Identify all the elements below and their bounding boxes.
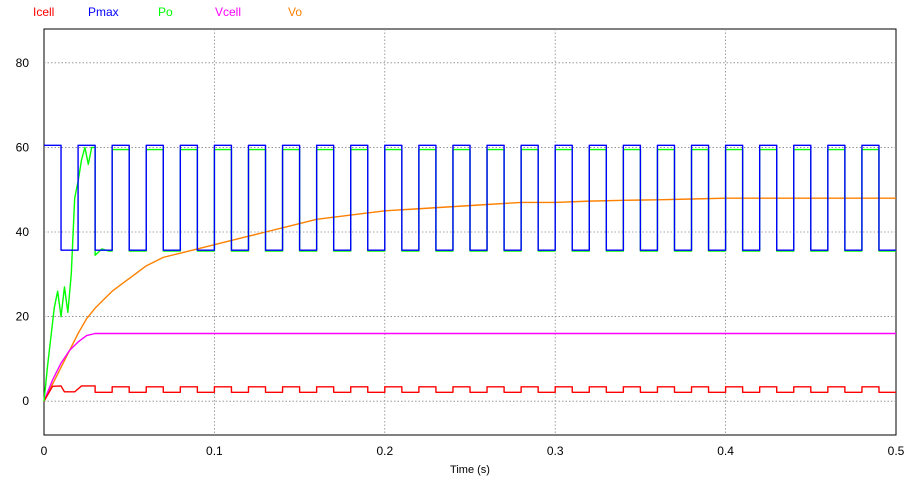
legend-item-po: Po — [158, 5, 173, 19]
x-tick-label: 0.5 — [888, 444, 905, 458]
legend-item-pmax: Pmax — [88, 5, 119, 19]
y-tick-label: 60 — [16, 140, 30, 154]
y-tick-labels: 0 20 40 60 80 — [16, 56, 30, 408]
x-tick-label: 0.1 — [206, 444, 223, 458]
x-tick-label: 0 — [41, 444, 48, 458]
series-line-vcell — [43, 332, 896, 402]
series-line-icell — [43, 385, 896, 402]
y-tick-label: 80 — [16, 56, 30, 70]
plot-area — [43, 28, 897, 436]
x-tick-label: 0.2 — [376, 444, 393, 458]
y-tick-label: 40 — [16, 225, 30, 239]
legend-item-vo: Vo — [288, 5, 302, 19]
y-tick-label: 0 — [22, 394, 29, 408]
legend: Icell Pmax Po Vcell Vo — [33, 5, 302, 19]
series-lines — [43, 144, 896, 402]
legend-item-vcell: Vcell — [215, 5, 241, 19]
x-axis-label: Time (s) — [450, 464, 490, 476]
series-line-pmax — [44, 144, 896, 251]
x-tick-label: 0.4 — [717, 444, 734, 458]
x-tick-label: 0.3 — [547, 444, 564, 458]
x-tick-labels: 0 0.1 0.2 0.3 0.4 0.5 — [41, 444, 905, 458]
y-tick-label: 20 — [16, 310, 30, 324]
legend-item-icell: Icell — [33, 5, 54, 19]
